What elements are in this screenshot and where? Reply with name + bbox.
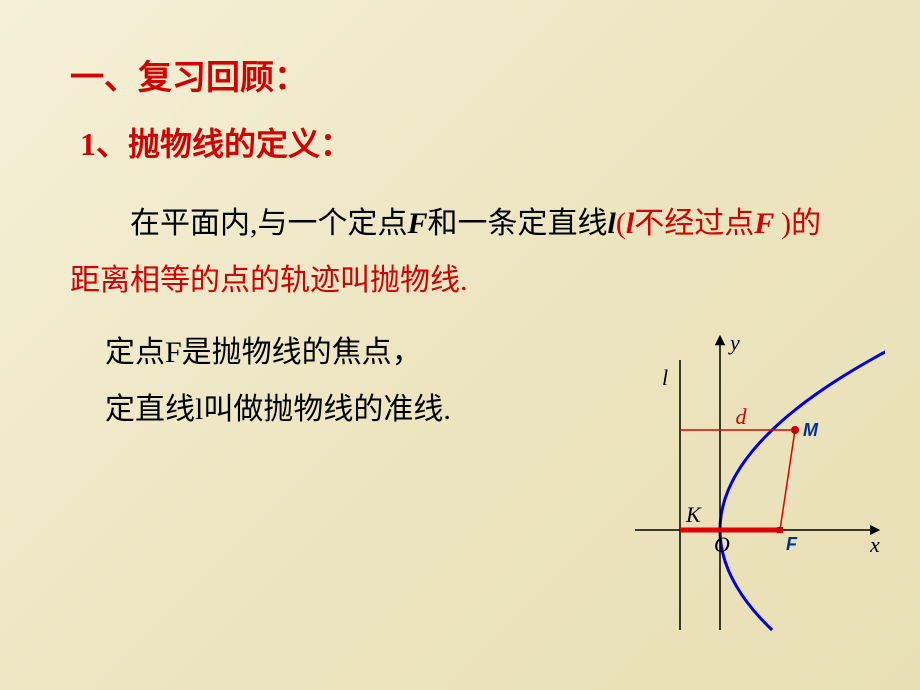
label-K: K xyxy=(685,502,702,527)
label-y: y xyxy=(728,330,740,355)
point-F xyxy=(777,527,783,533)
label-F: F xyxy=(786,534,798,554)
keyword-parabola: 抛物线. xyxy=(370,264,468,297)
text: 定点F是抛物线的 xyxy=(105,336,332,369)
mf-segment xyxy=(780,430,795,530)
subsection-heading: 1、抛物线的定义： xyxy=(80,119,850,165)
parabola-curve xyxy=(720,350,885,630)
section-heading: 一、复习回顾： xyxy=(70,50,850,99)
focus-line: 定点F是抛物线的焦点， xyxy=(105,324,625,381)
var-F: F xyxy=(408,207,428,240)
text: 不经过点 xyxy=(634,207,754,240)
text: 在平面内,与一个定点 xyxy=(130,207,408,240)
directrix-line: 定直线l叫做抛物线的准线. xyxy=(105,381,625,438)
definition-paragraph: 在平面内,与一个定点F和一条定直线l(l不经过点F )的距离相等的点的轨迹叫抛物… xyxy=(70,195,850,309)
label-x: x xyxy=(869,532,880,557)
text: 叫做抛物线的 xyxy=(203,393,383,426)
keyword-focus: 焦点 xyxy=(332,336,392,369)
parabola-diagram: y x l d M KO F xyxy=(625,330,885,640)
label-M: M xyxy=(803,420,819,440)
var-l: l xyxy=(608,207,616,240)
text: ( xyxy=(616,207,626,240)
label-O: O xyxy=(714,532,730,557)
label-l: l xyxy=(662,365,668,390)
point-M xyxy=(791,426,799,434)
text: 和一条定直线 xyxy=(428,207,608,240)
var-F: F xyxy=(754,207,781,240)
text: 定直线 xyxy=(105,393,195,426)
label-d: d xyxy=(736,404,748,429)
text: ， xyxy=(392,336,422,369)
keyword-directrix: 准线 xyxy=(383,393,443,426)
var-l: l xyxy=(626,207,634,240)
text: . xyxy=(443,393,451,426)
